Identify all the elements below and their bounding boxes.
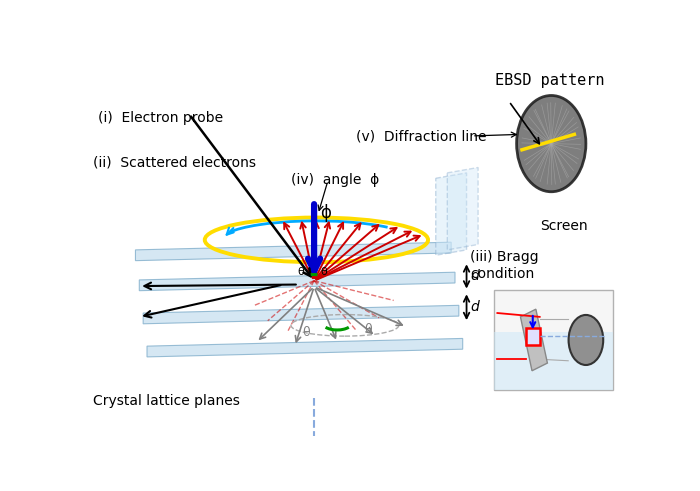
Polygon shape: [435, 173, 466, 255]
Polygon shape: [447, 167, 478, 250]
Text: (i)  Electron probe: (i) Electron probe: [99, 111, 223, 125]
Text: θ: θ: [297, 267, 304, 276]
Text: θ: θ: [302, 326, 310, 339]
Polygon shape: [147, 338, 463, 357]
Bar: [494, 290, 613, 390]
Text: EBSD pattern: EBSD pattern: [495, 73, 605, 88]
Text: (iii) Bragg
condition: (iii) Bragg condition: [470, 250, 539, 281]
Ellipse shape: [517, 95, 586, 192]
Text: d: d: [470, 300, 479, 314]
Text: (v)  Diffraction line: (v) Diffraction line: [356, 130, 487, 144]
Text: Crystal lattice planes: Crystal lattice planes: [93, 394, 240, 408]
Bar: [526, 328, 540, 345]
Polygon shape: [144, 305, 459, 324]
Text: ϕ: ϕ: [321, 204, 331, 222]
Text: (iv)  angle  ϕ: (iv) angle ϕ: [291, 173, 379, 187]
Text: (ii)  Scattered electrons: (ii) Scattered electrons: [93, 155, 256, 169]
Text: Screen: Screen: [540, 219, 588, 233]
Ellipse shape: [568, 315, 603, 365]
Polygon shape: [135, 242, 452, 261]
Polygon shape: [139, 272, 455, 291]
Polygon shape: [494, 332, 613, 390]
Text: θ: θ: [364, 323, 372, 336]
Polygon shape: [521, 309, 547, 371]
Text: θ: θ: [321, 267, 327, 276]
Text: d: d: [470, 270, 479, 283]
